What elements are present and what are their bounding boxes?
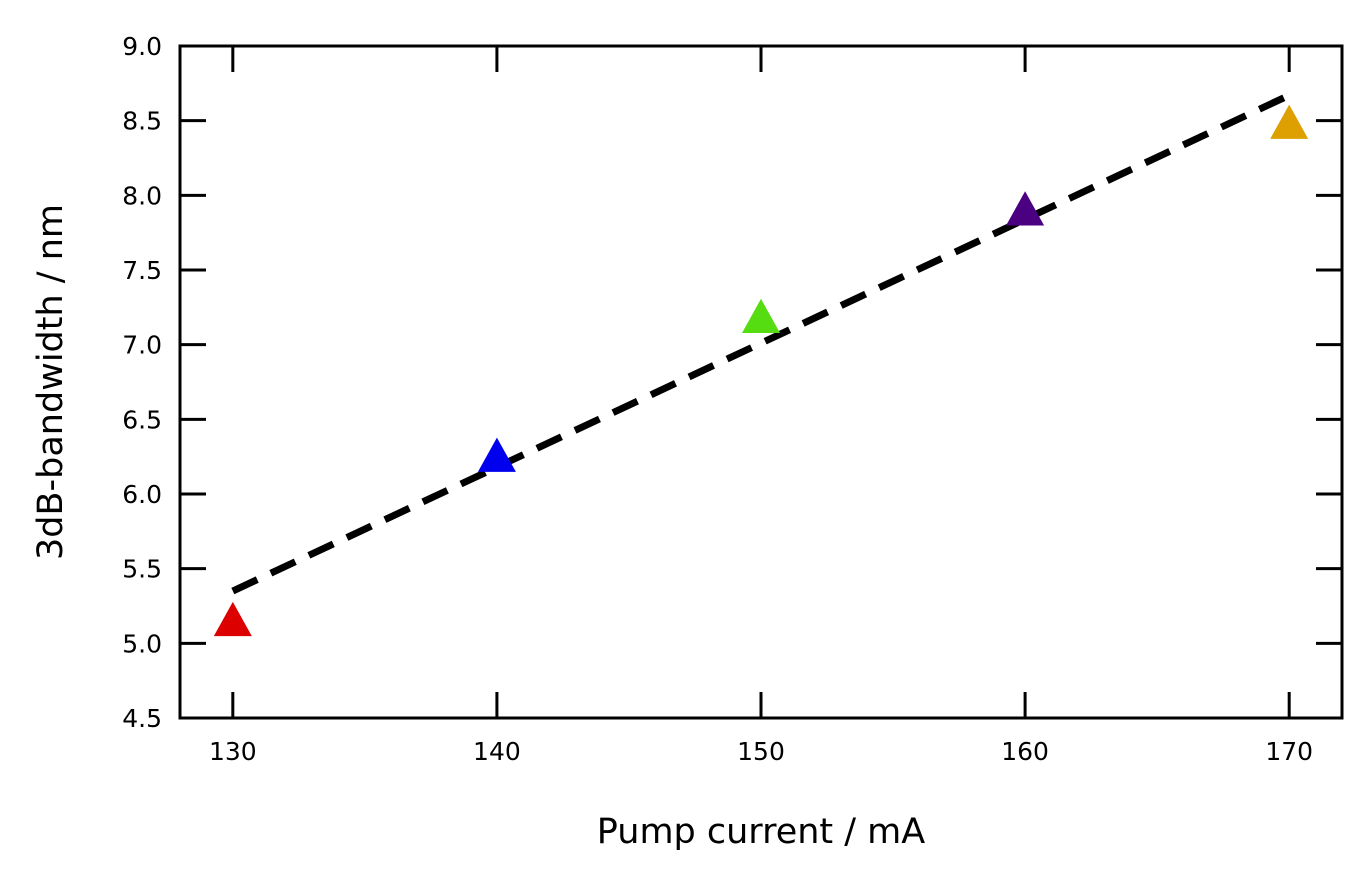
- y-axis-title: 3dB-bandwidth / nm: [31, 204, 71, 560]
- data-point-4: [1006, 191, 1045, 226]
- x-tick-label: 170: [1265, 737, 1313, 766]
- fit-line: [231, 92, 1291, 595]
- y-tick-label: 7.5: [122, 256, 162, 285]
- y-tick-label: 6.0: [122, 480, 162, 509]
- y-tick-label: 9.0: [122, 32, 162, 61]
- plot-frame: [178, 44, 1344, 720]
- data-points: [213, 104, 1309, 637]
- y-tick-label: 7.0: [122, 331, 162, 360]
- data-point-3: [742, 298, 780, 333]
- y-tick-label: 8.0: [122, 181, 162, 210]
- y-tick-label: 5.0: [122, 629, 162, 658]
- data-point-2: [477, 437, 516, 472]
- x-axis: 130 140 150 160 170: [209, 46, 1313, 766]
- x-tick-label: 130: [209, 737, 257, 766]
- fit-line-layer: [231, 92, 1291, 595]
- y-tick-label: 5.5: [122, 555, 162, 584]
- y-axis: 4.5 5.0 5.5 6.0 6.5 7.0 7.5 8.0 8.5 9.0: [122, 32, 1342, 733]
- x-tick-label: 160: [1001, 737, 1049, 766]
- data-point-1: [213, 601, 252, 637]
- data-point-5: [1270, 104, 1309, 139]
- x-axis-title: Pump current / mA: [597, 812, 926, 852]
- y-tick-label: 6.5: [122, 405, 162, 434]
- x-tick-label: 140: [473, 737, 521, 766]
- y-tick-label: 4.5: [122, 704, 162, 733]
- y-tick-label: 8.5: [122, 107, 162, 136]
- x-tick-label: 150: [737, 737, 785, 766]
